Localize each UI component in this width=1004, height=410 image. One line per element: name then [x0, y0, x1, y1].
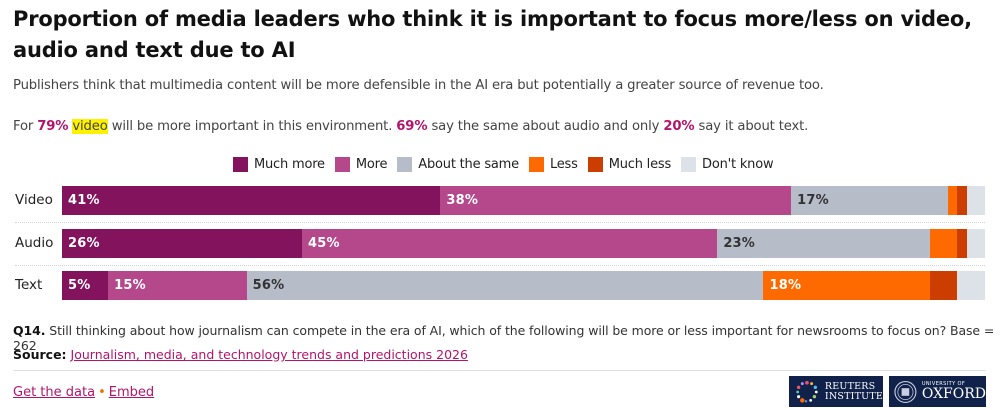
oxford-logo-text: UNIVERSITY OF OXFORD: [922, 381, 986, 402]
data-label: 56%: [252, 278, 285, 293]
legend-swatch: [334, 157, 350, 172]
data-label: 18%: [769, 278, 802, 293]
desc-text: say the same about audio and only: [427, 119, 664, 134]
oxford-big-text: OXFORD: [921, 386, 986, 402]
source-line: Source: Journalism, media, and technolog…: [13, 347, 468, 362]
footer-links: Get the data • Embed: [13, 385, 154, 400]
data-label: 38%: [446, 193, 479, 208]
desc-text: For: [13, 119, 38, 134]
bar-segment-text-less[interactable]: 18%: [763, 271, 930, 300]
desc-value-audio: 69%: [396, 119, 428, 134]
legend-label: About the same: [418, 157, 519, 172]
bar-segment-audio-much-less[interactable]: [957, 229, 967, 258]
reuters-line2: INSTITUTE: [824, 390, 883, 402]
bar-segment-audio-more[interactable]: 45%: [301, 229, 718, 258]
bar-segment-audio-much-more[interactable]: 26%: [62, 229, 302, 258]
university-of-oxford-logo[interactable]: UNIVERSITY OF OXFORD: [889, 376, 986, 407]
data-label: 23%: [723, 236, 756, 251]
oxford-crest-icon: [894, 380, 917, 403]
legend-label: Don't know: [702, 157, 774, 172]
row-separator: [15, 222, 985, 223]
desc-text: say it about text.: [694, 119, 809, 134]
legend-item-more: More: [334, 157, 388, 172]
data-label: 15%: [114, 278, 146, 293]
desc-value-video: 79%: [37, 119, 69, 134]
data-label: 41%: [68, 193, 100, 208]
bar-segment-video-much-less[interactable]: [957, 186, 967, 215]
bar-segment-video-don-t-know[interactable]: [966, 186, 985, 215]
legend-item-much-less: Much less: [587, 157, 672, 172]
chart-legend: Much more More About the same Less Much less…: [233, 157, 783, 172]
data-label: 17%: [797, 193, 829, 208]
legend-swatch: [681, 157, 697, 172]
bar-segment-text-much-less[interactable]: [929, 271, 958, 300]
bar-segment-video-more[interactable]: 38%: [440, 186, 792, 215]
reuters-dots-icon: [796, 380, 818, 403]
legend-swatch: [233, 157, 248, 172]
bar-video: 41% 38% 17%: [62, 186, 985, 215]
legend-label: Less: [549, 157, 578, 172]
data-label: 26%: [68, 236, 100, 251]
row-label-text: Text: [15, 277, 43, 293]
bar-segment-text-more[interactable]: 15%: [108, 271, 247, 300]
get-data-link[interactable]: Get the data: [13, 385, 96, 400]
bar-segment-audio-about-the-same[interactable]: 23%: [717, 229, 930, 258]
bar-segment-text-about-the-same[interactable]: 56%: [246, 271, 764, 300]
chart-description: For 79% video will be more important in …: [13, 119, 808, 134]
bar-segment-video-less[interactable]: [948, 186, 958, 215]
bar-segment-audio-don-t-know[interactable]: [966, 229, 985, 258]
legend-label: Much more: [254, 157, 325, 172]
bar-segment-video-about-the-same[interactable]: 17%: [791, 186, 949, 215]
data-label: 5%: [68, 278, 91, 293]
legend-item-much-more: Much more: [233, 157, 325, 172]
reuters-line1: REUTERS: [824, 380, 876, 392]
bar-segment-video-much-more[interactable]: 41%: [62, 186, 441, 215]
legend-swatch: [587, 157, 603, 172]
row-label-video: Video: [15, 192, 53, 208]
legend-item-less: Less: [528, 157, 578, 172]
row-separator: [15, 265, 985, 266]
note-text: Still thinking about how journalism can …: [13, 323, 995, 353]
chart-title: Proportion of media leaders who think it…: [13, 7, 972, 62]
bar-segment-text-much-more[interactable]: 5%: [62, 271, 109, 300]
separator-dot: •: [98, 385, 106, 400]
note-label: Q14.: [13, 323, 46, 338]
bar-segment-audio-less[interactable]: [929, 229, 958, 258]
legend-label: More: [355, 157, 388, 172]
legend-label: Much less: [608, 157, 672, 172]
bar-text: 5% 15% 56% 18%: [62, 271, 985, 300]
chart-subtitle: Publishers think that multimedia content…: [13, 78, 824, 93]
highlighted-word: video: [72, 119, 108, 134]
question-note: Q14. Still thinking about how journalism…: [13, 323, 1004, 353]
legend-item-don-t-know: Don't know: [681, 157, 774, 172]
bar-segment-text-don-t-know[interactable]: [957, 271, 985, 300]
row-label-audio: Audio: [15, 235, 54, 251]
desc-text: will be more important in this environme…: [107, 119, 397, 134]
footer-divider: [13, 370, 986, 371]
reuters-institute-logo[interactable]: REUTERS INSTITUTE: [789, 376, 883, 407]
source-link[interactable]: Journalism, media, and technology trends…: [70, 347, 468, 362]
bar-audio: 26% 45% 23%: [62, 229, 985, 258]
reuters-logo-text: REUTERS INSTITUTE: [824, 380, 883, 402]
data-label: 45%: [307, 236, 340, 251]
source-label: Source:: [13, 347, 67, 362]
legend-swatch: [397, 157, 413, 172]
embed-link[interactable]: Embed: [108, 385, 155, 400]
desc-value-text: 20%: [663, 119, 695, 134]
oxford-small-text: UNIVERSITY OF: [921, 381, 966, 387]
legend-item-about-the-same: About the same: [397, 157, 519, 172]
legend-swatch: [528, 157, 544, 172]
